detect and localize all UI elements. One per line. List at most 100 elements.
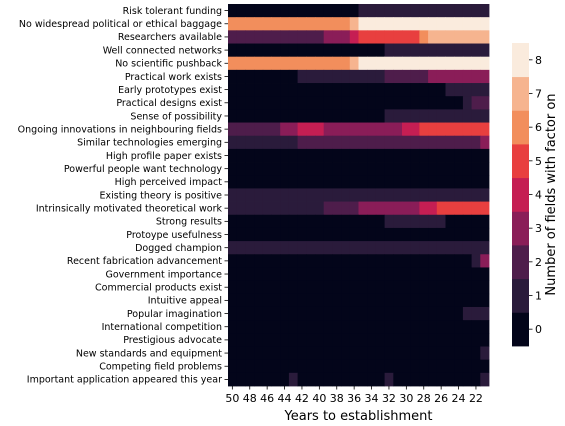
heatmap-cell	[262, 241, 272, 255]
heatmap-cell	[315, 122, 325, 137]
heatmap-cell	[332, 17, 342, 31]
row-label: Commercial products exist	[95, 283, 222, 294]
heatmap-cell	[280, 293, 290, 308]
heatmap-cell	[462, 333, 472, 347]
heatmap-cell	[480, 69, 490, 84]
heatmap-cell	[297, 162, 307, 176]
heatmap-cell	[297, 254, 307, 268]
heatmap-cell	[228, 17, 238, 31]
heatmap-cell	[454, 241, 464, 255]
row-label: Government importance	[105, 269, 222, 280]
heatmap-cell	[375, 254, 385, 268]
heatmap-cell	[462, 359, 472, 374]
heatmap-cell	[375, 372, 385, 387]
heatmap-cell	[349, 293, 359, 308]
heatmap-cell	[332, 346, 342, 361]
heatmap-cell	[280, 175, 290, 189]
heatmap-cell	[454, 333, 464, 347]
heatmap-cell	[254, 175, 264, 189]
heatmap-cell	[306, 96, 316, 110]
heatmap-cell	[454, 135, 464, 150]
heatmap-cell	[358, 188, 368, 202]
heatmap-cell	[306, 227, 316, 242]
heatmap-cell	[384, 162, 394, 176]
heatmap-cell	[375, 201, 385, 216]
heatmap-cell	[228, 320, 238, 334]
heatmap-cell	[480, 122, 490, 137]
heatmap-cell	[375, 267, 385, 282]
heatmap-cell	[288, 83, 298, 97]
heatmap-cell	[323, 359, 333, 374]
heatmap-cell	[288, 148, 298, 163]
x-tick-label: 22	[469, 392, 483, 405]
heatmap-cell	[236, 241, 246, 255]
heatmap-cell	[462, 306, 472, 321]
heatmap-cell	[271, 241, 281, 255]
heatmap-cell	[297, 306, 307, 321]
heatmap-cell	[262, 306, 272, 321]
heatmap-cell	[367, 30, 377, 44]
heatmap-cell	[471, 201, 481, 216]
heatmap-cell	[410, 148, 420, 163]
heatmap-cell	[236, 122, 246, 137]
heatmap-cell	[428, 346, 438, 361]
heatmap-cell	[410, 346, 420, 361]
heatmap-cell	[228, 359, 238, 374]
colorbar-tick-label: 8	[535, 54, 542, 67]
heatmap-cell	[236, 17, 246, 31]
heatmap-cell	[297, 4, 307, 18]
heatmap-cell	[428, 254, 438, 268]
heatmap-cell	[402, 17, 412, 31]
heatmap-cell	[228, 162, 238, 176]
heatmap-cell	[393, 214, 403, 229]
heatmap-cell	[341, 122, 351, 137]
heatmap-cell	[262, 254, 272, 268]
heatmap-cell	[306, 372, 316, 387]
heatmap-cell	[358, 241, 368, 255]
heatmap-cell	[245, 43, 255, 58]
heatmap-cell	[384, 333, 394, 347]
colorbar-tick-label: 0	[535, 323, 542, 336]
heatmap-cell	[280, 4, 290, 18]
heatmap-cell	[236, 135, 246, 150]
heatmap-cell	[306, 175, 316, 189]
heatmap-cell	[288, 320, 298, 334]
heatmap-cell	[454, 122, 464, 137]
heatmap-cell	[236, 4, 246, 18]
heatmap-cell	[445, 135, 455, 150]
heatmap-cell	[445, 175, 455, 189]
heatmap-cell	[262, 96, 272, 110]
heatmap-cell	[332, 333, 342, 347]
heatmap-cell	[462, 280, 472, 295]
heatmap-cell	[367, 372, 377, 387]
heatmap-cell	[306, 306, 316, 321]
row-label: Early prototypes exist	[118, 85, 222, 96]
heatmap-cell	[375, 122, 385, 137]
heatmap-cell	[445, 122, 455, 137]
heatmap-cell	[236, 201, 246, 216]
heatmap-cell	[349, 96, 359, 110]
heatmap-cell	[375, 359, 385, 374]
heatmap-cell	[288, 122, 298, 137]
colorbar-segment	[512, 43, 529, 78]
heatmap-cell	[262, 109, 272, 123]
heatmap-cell	[428, 188, 438, 202]
heatmap-cell	[367, 293, 377, 308]
heatmap-cell	[228, 372, 238, 387]
heatmap-cell	[315, 241, 325, 255]
heatmap-cell	[306, 83, 316, 97]
heatmap-cell	[271, 372, 281, 387]
heatmap-cell	[262, 280, 272, 295]
heatmap-cell	[410, 372, 420, 387]
heatmap-cell	[445, 227, 455, 242]
heatmap-cell	[436, 293, 446, 308]
heatmap-cell	[419, 122, 429, 137]
heatmap-cell	[297, 122, 307, 137]
heatmap-cell	[358, 254, 368, 268]
row-label: Prestigious advocate	[123, 335, 222, 346]
heatmap-cell	[323, 254, 333, 268]
heatmap-cell	[480, 30, 490, 44]
heatmap-cell	[367, 188, 377, 202]
heatmap-cell	[271, 267, 281, 282]
heatmap-cell	[262, 4, 272, 18]
